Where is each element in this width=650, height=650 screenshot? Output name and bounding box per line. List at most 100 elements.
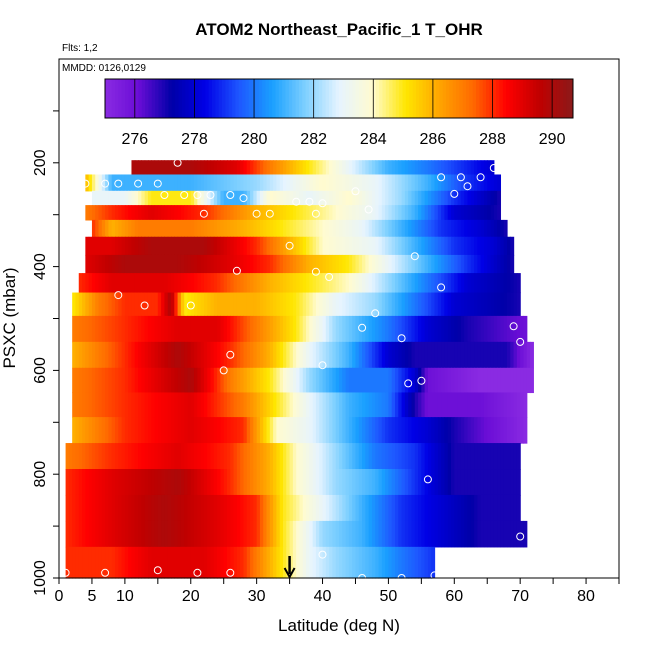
data-point bbox=[252, 209, 261, 218]
heatmap-cell bbox=[141, 341, 146, 369]
heatmap-cell bbox=[411, 417, 416, 444]
heatmap-cell bbox=[164, 469, 169, 496]
heatmap-cell bbox=[418, 205, 422, 221]
heatmap-cell bbox=[395, 367, 399, 394]
heatmap-cell bbox=[263, 174, 268, 192]
heatmap-cell bbox=[161, 520, 166, 548]
heatmap-cell bbox=[184, 341, 189, 369]
heatmap-cell bbox=[203, 494, 208, 522]
heatmap-cell bbox=[437, 494, 442, 522]
colorbar-segment bbox=[349, 79, 353, 118]
heatmap-cell bbox=[164, 292, 169, 317]
heatmap-cell bbox=[283, 315, 287, 343]
heatmap-cell bbox=[91, 174, 96, 192]
heatmap-cell bbox=[118, 205, 123, 221]
heatmap-cell bbox=[259, 254, 264, 274]
heatmap-cell bbox=[289, 219, 294, 238]
heatmap-cell bbox=[325, 292, 330, 317]
heatmap-cell bbox=[174, 494, 179, 522]
heatmap-cell bbox=[223, 520, 228, 548]
heatmap-cell bbox=[319, 469, 324, 496]
heatmap-cell bbox=[322, 469, 327, 496]
heatmap-cell bbox=[105, 392, 110, 418]
heatmap-cell bbox=[378, 469, 383, 496]
heatmap-cell bbox=[263, 315, 268, 343]
heatmap-cell bbox=[460, 236, 465, 256]
heatmap-cell bbox=[207, 315, 212, 343]
heatmap-cell bbox=[207, 174, 212, 192]
heatmap-cell bbox=[365, 341, 370, 369]
heatmap-cell bbox=[368, 160, 373, 176]
heatmap-cell bbox=[391, 520, 396, 548]
heatmap-cell bbox=[233, 367, 238, 394]
heatmap-cell bbox=[197, 160, 202, 176]
heatmap-cell bbox=[451, 392, 455, 418]
heatmap-cell bbox=[91, 236, 96, 256]
heatmap-cell bbox=[147, 236, 152, 256]
heatmap-cell bbox=[503, 367, 508, 394]
x-tick-label: 70 bbox=[511, 588, 529, 605]
heatmap-cell bbox=[210, 469, 215, 496]
heatmap-cell bbox=[98, 417, 103, 444]
heatmap-cell bbox=[95, 494, 100, 522]
heatmap-cell bbox=[174, 205, 179, 221]
heatmap-cell bbox=[269, 341, 274, 369]
heatmap-cell bbox=[276, 341, 281, 369]
heatmap-cell bbox=[451, 254, 455, 274]
heatmap-cell bbox=[256, 160, 261, 176]
colorbar-segment bbox=[111, 79, 116, 118]
heatmap-cell bbox=[368, 469, 373, 496]
heatmap-cell bbox=[230, 292, 235, 317]
heatmap-cell bbox=[194, 236, 198, 256]
heatmap-cell bbox=[306, 520, 310, 548]
heatmap-cell bbox=[332, 160, 337, 176]
heatmap-cell bbox=[365, 160, 370, 176]
heatmap-cell bbox=[121, 443, 126, 470]
heatmap-cell bbox=[151, 520, 156, 548]
heatmap-cell bbox=[408, 341, 413, 369]
heatmap-cell bbox=[385, 174, 390, 192]
heatmap-cell bbox=[207, 469, 212, 496]
heatmap-cell bbox=[322, 392, 327, 418]
heatmap-cell bbox=[75, 341, 80, 369]
heatmap-cell bbox=[464, 219, 469, 238]
heatmap-cell bbox=[477, 315, 482, 343]
heatmap-cell bbox=[493, 392, 498, 418]
heatmap-cell bbox=[187, 190, 192, 206]
heatmap-cell bbox=[315, 520, 320, 548]
x-tick-label: 30 bbox=[248, 588, 266, 605]
heatmap-cell bbox=[375, 205, 380, 221]
heatmap-cell bbox=[276, 315, 281, 343]
heatmap-cell bbox=[154, 174, 159, 192]
heatmap-cell bbox=[332, 236, 337, 256]
data-point bbox=[516, 337, 525, 346]
heatmap-cell bbox=[437, 236, 442, 256]
heatmap-cell bbox=[115, 236, 119, 256]
heatmap-cell bbox=[108, 367, 113, 394]
heatmap-cell bbox=[174, 341, 179, 369]
data-point bbox=[371, 309, 380, 318]
heatmap-cell bbox=[345, 520, 350, 548]
heatmap-cell bbox=[151, 292, 156, 317]
heatmap-cell bbox=[269, 367, 274, 394]
heatmap-cell bbox=[431, 205, 436, 221]
heatmap-cell bbox=[329, 205, 334, 221]
heatmap-cell bbox=[213, 273, 218, 294]
heatmap-cell bbox=[124, 367, 129, 394]
heatmap-cell bbox=[72, 520, 77, 548]
heatmap-cell bbox=[312, 174, 317, 192]
heatmap-cell bbox=[157, 546, 162, 579]
heatmap-cell bbox=[355, 494, 360, 522]
heatmap-cell bbox=[510, 236, 515, 256]
heatmap-cell bbox=[483, 520, 488, 548]
heatmap-cell bbox=[138, 254, 142, 274]
heatmap-cell bbox=[315, 190, 320, 206]
heatmap-cell bbox=[128, 520, 133, 548]
heatmap-cell bbox=[335, 292, 340, 317]
heatmap-cell bbox=[190, 273, 195, 294]
heatmap-cell bbox=[483, 392, 488, 418]
heatmap-cell bbox=[404, 190, 409, 206]
heatmap-cell bbox=[325, 190, 330, 206]
heatmap-cell bbox=[220, 546, 225, 579]
